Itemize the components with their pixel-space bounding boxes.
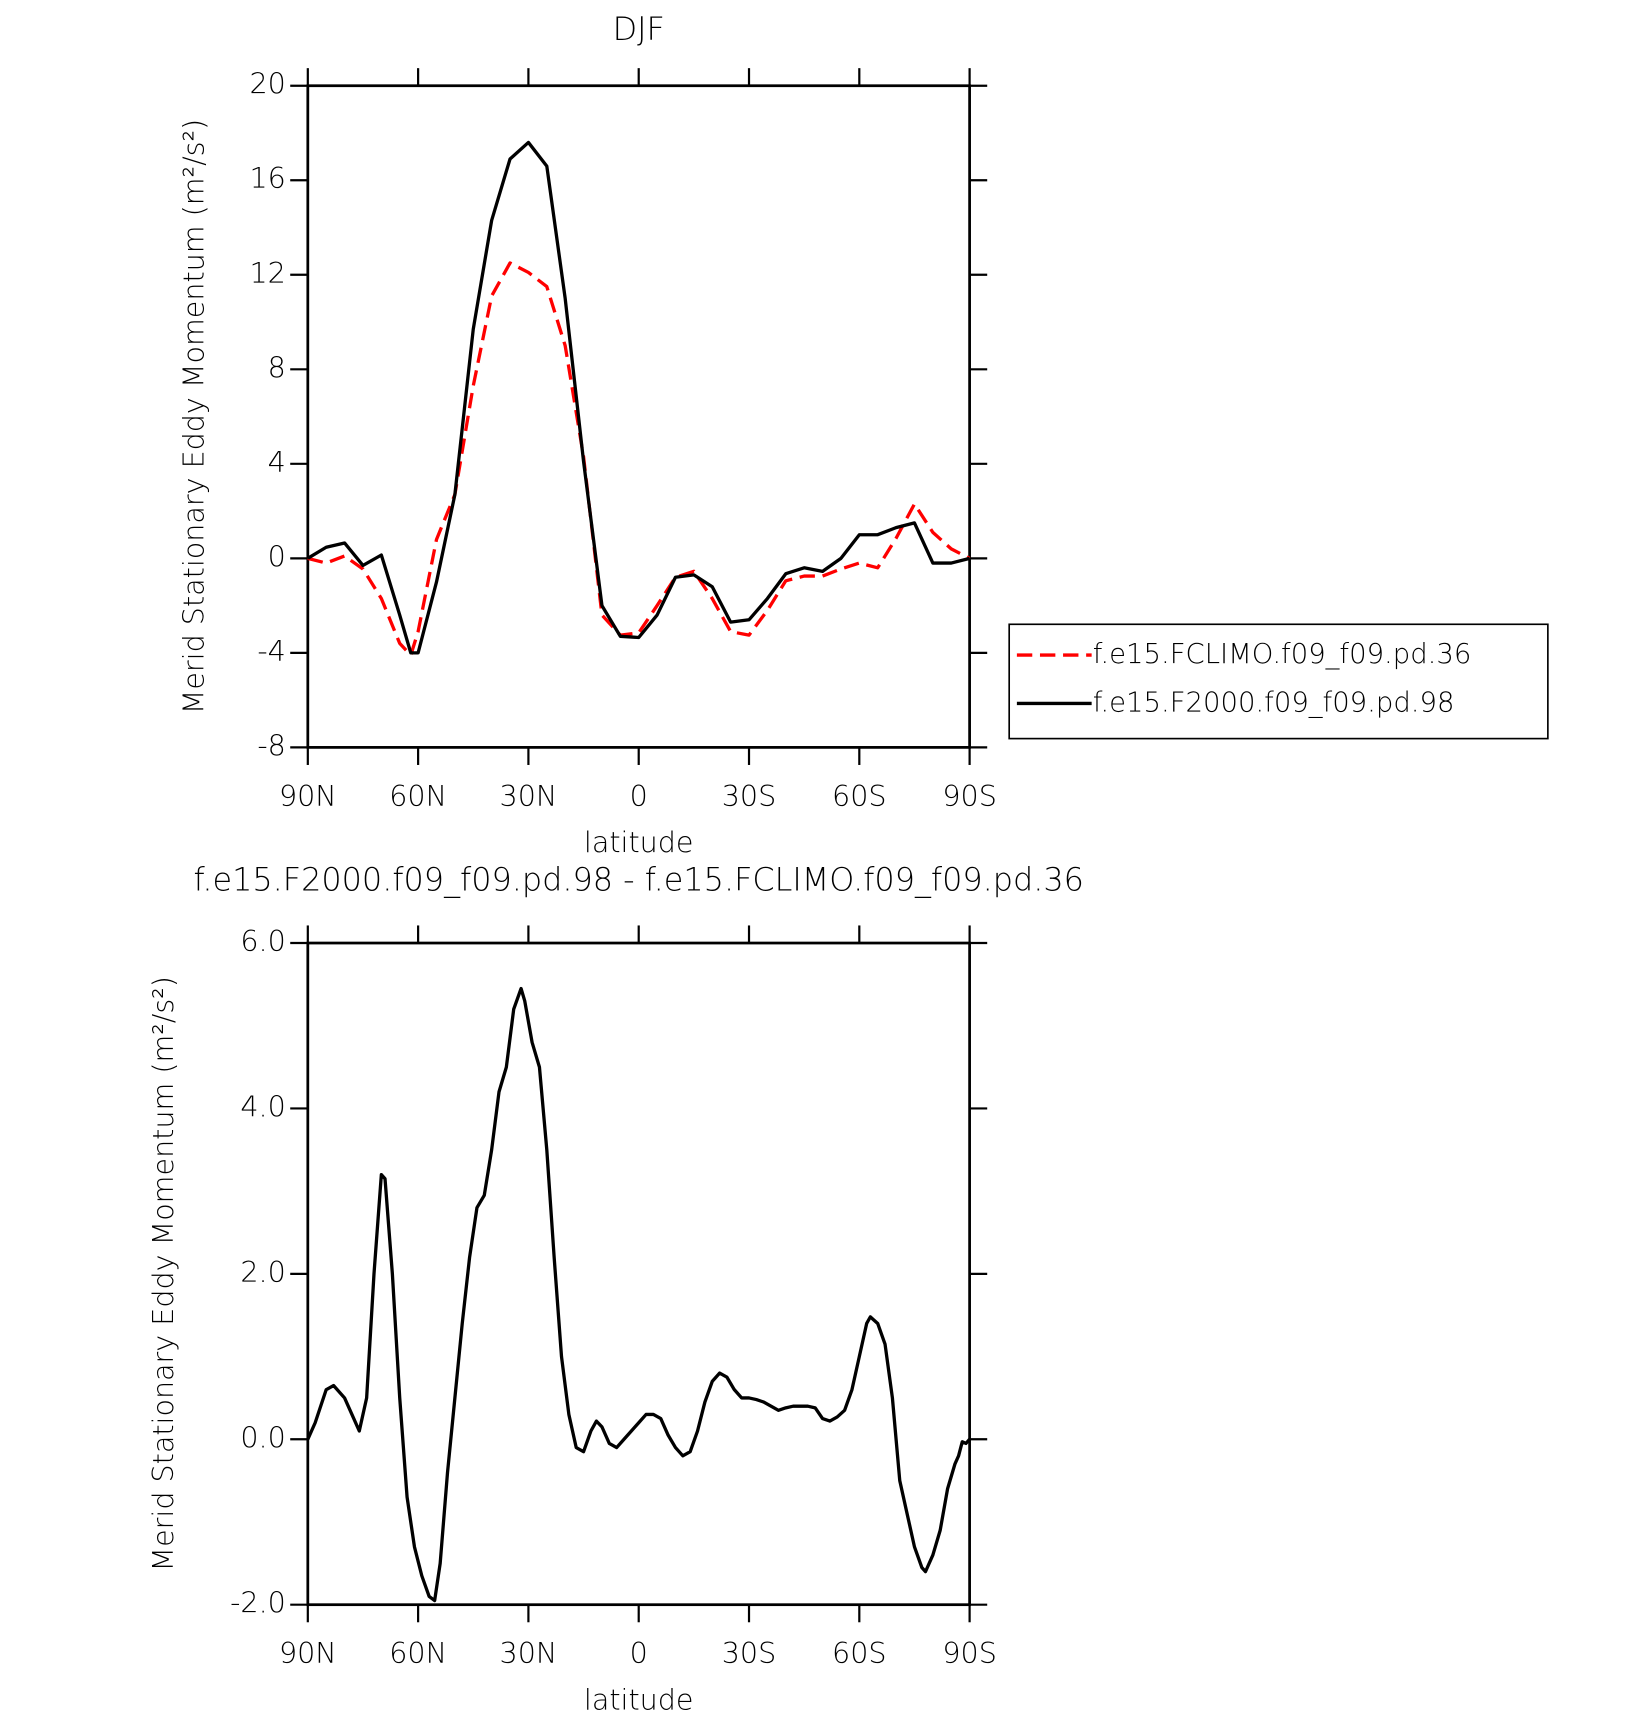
- legend: f.e15.FCLIMO.f09_f09.pd.36 f.e15.F2000.f0…: [1008, 623, 1549, 740]
- legend-label: f.e15.F2000.f09_f09.pd.98: [1093, 686, 1455, 719]
- x-tick-label: 60S: [832, 779, 886, 813]
- chart-title: DJF: [613, 10, 665, 48]
- y-axis-label: Merid Stationary Eddy Momentum (m²/s²): [177, 119, 211, 714]
- x-tick-label: 0: [630, 1636, 648, 1670]
- y-tick-label: 4.0: [240, 1089, 285, 1123]
- x-axis-label: latitude: [584, 825, 694, 859]
- x-tick-label: 90S: [942, 779, 996, 813]
- x-tick-label: 30N: [500, 779, 558, 813]
- y-tick-label: 6.0: [240, 924, 285, 958]
- x-tick-label: 90N: [279, 779, 337, 813]
- plot-frame: [306, 941, 971, 1607]
- x-tick-label: 0: [630, 779, 648, 813]
- legend-box: [1008, 623, 1549, 740]
- plot-frame: [306, 84, 971, 749]
- data-line: [306, 140, 971, 655]
- legend-label: f.e15.FCLIMO.f09_f09.pd.36: [1093, 638, 1472, 671]
- x-tick-label: 90N: [279, 1636, 337, 1670]
- x-tick-label: 30N: [500, 1636, 558, 1670]
- data-line: [306, 986, 971, 1603]
- y-tick-label: 8: [268, 350, 286, 384]
- data-line: [307, 261, 971, 657]
- chart-title: f.e15.F2000.f09_f09.pd.98 - f.e15.FCLIMO…: [193, 860, 1083, 898]
- y-tick-label: 16: [249, 161, 285, 195]
- x-tick-label: 90S: [942, 1636, 996, 1670]
- x-axis-label: latitude: [584, 1682, 694, 1716]
- y-tick-label: 20: [249, 67, 285, 101]
- x-tick-label: 30S: [722, 1636, 776, 1670]
- y-tick-label: 2.0: [240, 1255, 285, 1289]
- y-tick-label: 0: [268, 539, 286, 573]
- y-tick-label: 0.0: [240, 1420, 285, 1454]
- y-tick-label: -2.0: [230, 1586, 286, 1620]
- y-tick-label: 4: [268, 445, 286, 479]
- y-tick-label: -8: [257, 728, 285, 762]
- y-tick-label: -4: [257, 634, 285, 668]
- x-tick-label: 60S: [832, 1636, 886, 1670]
- x-tick-label: 60N: [389, 779, 447, 813]
- x-tick-label: 30S: [722, 779, 776, 813]
- y-tick-label: 12: [249, 256, 285, 290]
- x-tick-label: 60N: [389, 1636, 447, 1670]
- y-axis-label: Merid Stationary Eddy Momentum (m²/s²): [146, 976, 180, 1571]
